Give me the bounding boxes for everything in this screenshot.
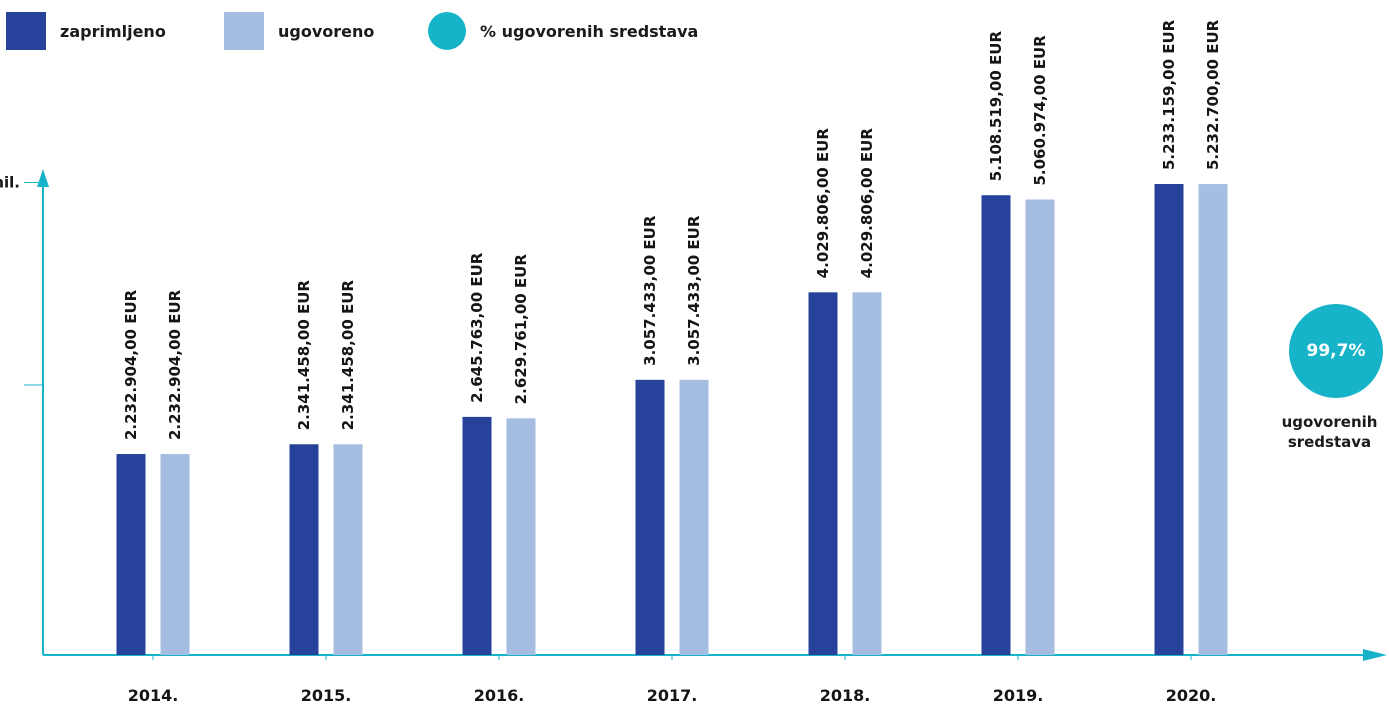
x-tick-label: 2016. <box>474 686 525 704</box>
x-tick-label: 2015. <box>301 686 352 704</box>
data-label: 2.645.763,00 EUR <box>468 252 486 403</box>
data-label: 2.629.761,00 EUR <box>512 254 530 405</box>
legend: zaprimljeno ugovoreno % ugovorenih sreds… <box>6 12 766 52</box>
legend-item-zaprimljeno: zaprimljeno <box>6 12 166 50</box>
legend-swatch-ugovoreno <box>224 12 264 50</box>
bar-ugovoreno <box>333 444 363 655</box>
data-label: 5.233.159,00 EUR <box>1160 19 1178 170</box>
legend-swatch-percent <box>428 12 466 50</box>
legend-label-ugovoreno: ugovoreno <box>278 21 375 41</box>
x-tick-label: 2018. <box>820 686 871 704</box>
x-tick-label: 2017. <box>647 686 698 704</box>
y-tick-label: mil. <box>0 174 20 192</box>
bar-ugovoreno <box>1025 199 1055 656</box>
legend-label-percent: % ugovorenih sredstava <box>480 21 699 41</box>
percent-caption: ugovorenih sredstava <box>1270 412 1389 452</box>
legend-item-percent: % ugovorenih sredstava <box>428 12 698 50</box>
y-axis-arrow <box>37 169 49 187</box>
data-label: 5.232.700,00 EUR <box>1204 19 1222 170</box>
bar-zaprimljeno <box>981 195 1011 656</box>
data-label: 2.341.458,00 EUR <box>295 280 313 431</box>
percent-value: 99,7% <box>1306 341 1366 361</box>
legend-swatch-zaprimljeno <box>6 12 46 50</box>
x-axis-arrow <box>1363 649 1387 661</box>
data-label: 4.029.806,00 EUR <box>858 128 876 279</box>
bar-zaprimljeno <box>808 292 838 655</box>
data-label: 3.057.433,00 EUR <box>641 215 659 366</box>
bar-ugovoreno <box>852 292 882 655</box>
data-label: 5.060.974,00 EUR <box>1031 35 1049 186</box>
bar-zaprimljeno <box>289 444 319 655</box>
bar-zaprimljeno <box>635 379 665 655</box>
data-label: 5.108.519,00 EUR <box>987 31 1005 182</box>
bar-zaprimljeno <box>116 454 146 655</box>
bar-zaprimljeno <box>1154 184 1184 655</box>
bar-ugovoreno <box>1198 184 1228 655</box>
data-label: 2.232.904,00 EUR <box>122 289 140 440</box>
data-label: 3.057.433,00 EUR <box>685 215 703 366</box>
legend-label-zaprimljeno: zaprimljeno <box>60 21 166 41</box>
percent-caption-line1: ugovorenih <box>1281 413 1378 431</box>
percent-caption-line2: sredstava <box>1287 433 1372 451</box>
data-label: 2.341.458,00 EUR <box>339 280 357 431</box>
x-tick-label: 2019. <box>993 686 1044 704</box>
bar-ugovoreno <box>506 418 536 655</box>
bar-ugovoreno <box>679 379 709 655</box>
bar-ugovoreno <box>160 454 190 655</box>
x-tick-label: 2014. <box>128 686 179 704</box>
data-label: 2.232.904,00 EUR <box>166 289 184 440</box>
data-label: 4.029.806,00 EUR <box>814 128 832 279</box>
percent-badge: 99,7% <box>1289 304 1383 398</box>
bar-zaprimljeno <box>462 416 492 655</box>
x-tick-label: 2020. <box>1166 686 1217 704</box>
legend-item-ugovoreno: ugovoreno <box>224 12 374 50</box>
